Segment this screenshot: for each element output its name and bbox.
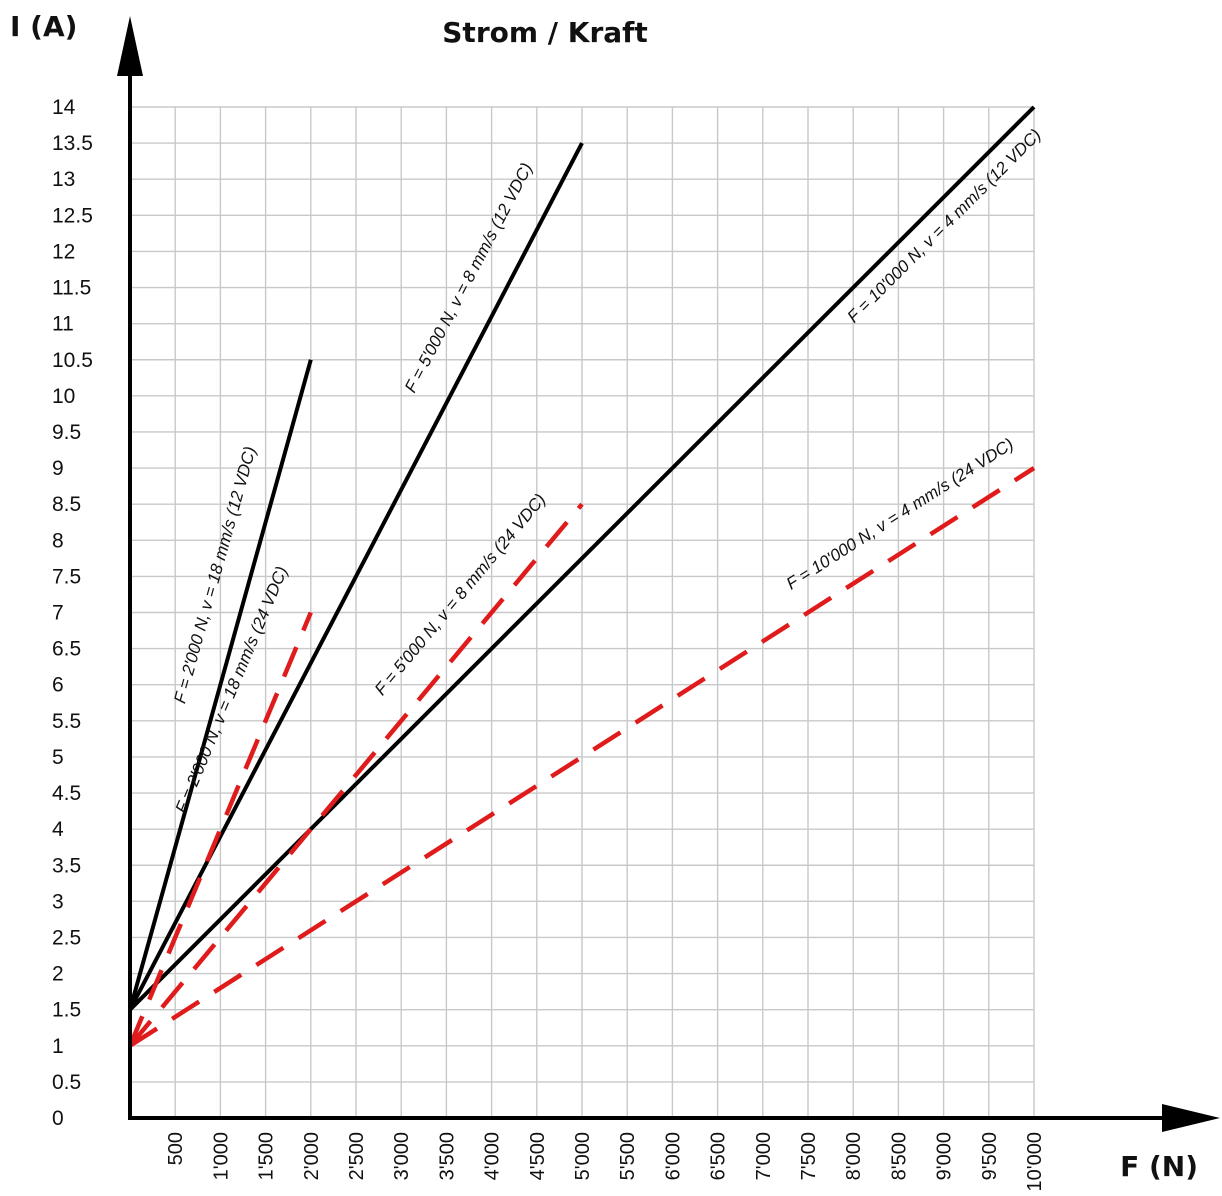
series-lines (127, 105, 1036, 1048)
y-tick-label: 14 (52, 96, 76, 119)
y-tick-label: 10.5 (52, 349, 93, 372)
x-tick-label: 1'500 (256, 1132, 278, 1180)
x-tick-label: 7'500 (798, 1132, 820, 1180)
y-tick-label: 7.5 (52, 565, 81, 588)
grid (130, 106, 1035, 1118)
x-tick-label: 9'000 (934, 1132, 956, 1180)
x-tick-label: 2'000 (301, 1132, 323, 1180)
y-tick-label: 8 (52, 529, 64, 552)
y-tick-label: 11.5 (52, 277, 91, 300)
series-annotation: F = 10'000 N, v = 4 mm/s (24 VDC) (783, 434, 1017, 593)
y-tick-label: 4.5 (52, 782, 81, 805)
y-tick-label: 4 (52, 818, 64, 841)
y-tick-label: 6 (52, 674, 64, 697)
x-tick-label: 4'500 (527, 1132, 549, 1180)
series-line (128, 502, 584, 1048)
series-line (128, 466, 1036, 1048)
y-tick-label: 13.5 (52, 132, 93, 155)
series-line (128, 142, 584, 1011)
y-tick-label: 12.5 (52, 204, 93, 227)
y-axis-label: I (A) (10, 10, 77, 43)
axes (117, 16, 1220, 1132)
y-tick-label: 1 (52, 1035, 64, 1058)
x-tick-label: 8'500 (888, 1132, 910, 1180)
y-tick-label: 13 (52, 168, 75, 191)
y-tick-label: 6.5 (52, 638, 81, 661)
y-tick-label: 0 (52, 1107, 64, 1130)
y-tick-label: 0.5 (52, 1071, 81, 1094)
x-tick-label: 6'500 (708, 1132, 730, 1180)
y-tick-label: 7 (52, 602, 64, 625)
tick-labels: 00.511.522.533.544.555.566.577.588.599.5… (52, 96, 1046, 1191)
x-tick-label: 4'000 (482, 1132, 504, 1180)
x-tick-label: 8'000 (843, 1132, 865, 1180)
series-line (128, 105, 1036, 1012)
x-tick-label: 5'000 (572, 1132, 594, 1180)
y-tick-label: 9.5 (52, 421, 81, 444)
y-tick-label: 9 (52, 457, 64, 480)
y-tick-label: 8.5 (52, 493, 81, 516)
y-axis-arrow-icon (117, 16, 143, 76)
x-axis-arrow-icon (1162, 1104, 1220, 1132)
y-tick-label: 2.5 (52, 926, 81, 949)
x-tick-label: 9'500 (979, 1132, 1001, 1180)
x-tick-label: 5'500 (617, 1132, 639, 1180)
y-tick-label: 3 (52, 890, 64, 913)
series-line (128, 359, 313, 1011)
y-tick-label: 1.5 (52, 999, 81, 1022)
series-line (127, 611, 313, 1047)
x-tick-label: 3'500 (436, 1132, 458, 1180)
series-annotation: F = 5'000 N, v = 8 mm/s (24 VDC) (371, 490, 550, 699)
y-tick-label: 5.5 (52, 710, 81, 733)
x-axis-label: F (N) (1120, 1150, 1198, 1183)
x-tick-label: 500 (165, 1132, 187, 1165)
x-tick-label: 10'000 (1024, 1132, 1046, 1191)
y-tick-label: 2 (52, 963, 64, 986)
x-tick-label: 7'000 (753, 1132, 775, 1180)
x-tick-label: 6'000 (662, 1132, 684, 1180)
x-tick-label: 2'500 (346, 1132, 368, 1180)
y-tick-label: 11 (52, 313, 74, 336)
chart-title: Strom / Kraft (442, 16, 647, 49)
x-tick-label: 1'000 (210, 1132, 232, 1180)
y-tick-label: 5 (52, 746, 64, 769)
y-tick-label: 3.5 (52, 854, 81, 877)
y-tick-label: 10 (52, 385, 75, 408)
x-tick-label: 3'000 (391, 1132, 413, 1180)
y-tick-label: 12 (52, 240, 75, 263)
